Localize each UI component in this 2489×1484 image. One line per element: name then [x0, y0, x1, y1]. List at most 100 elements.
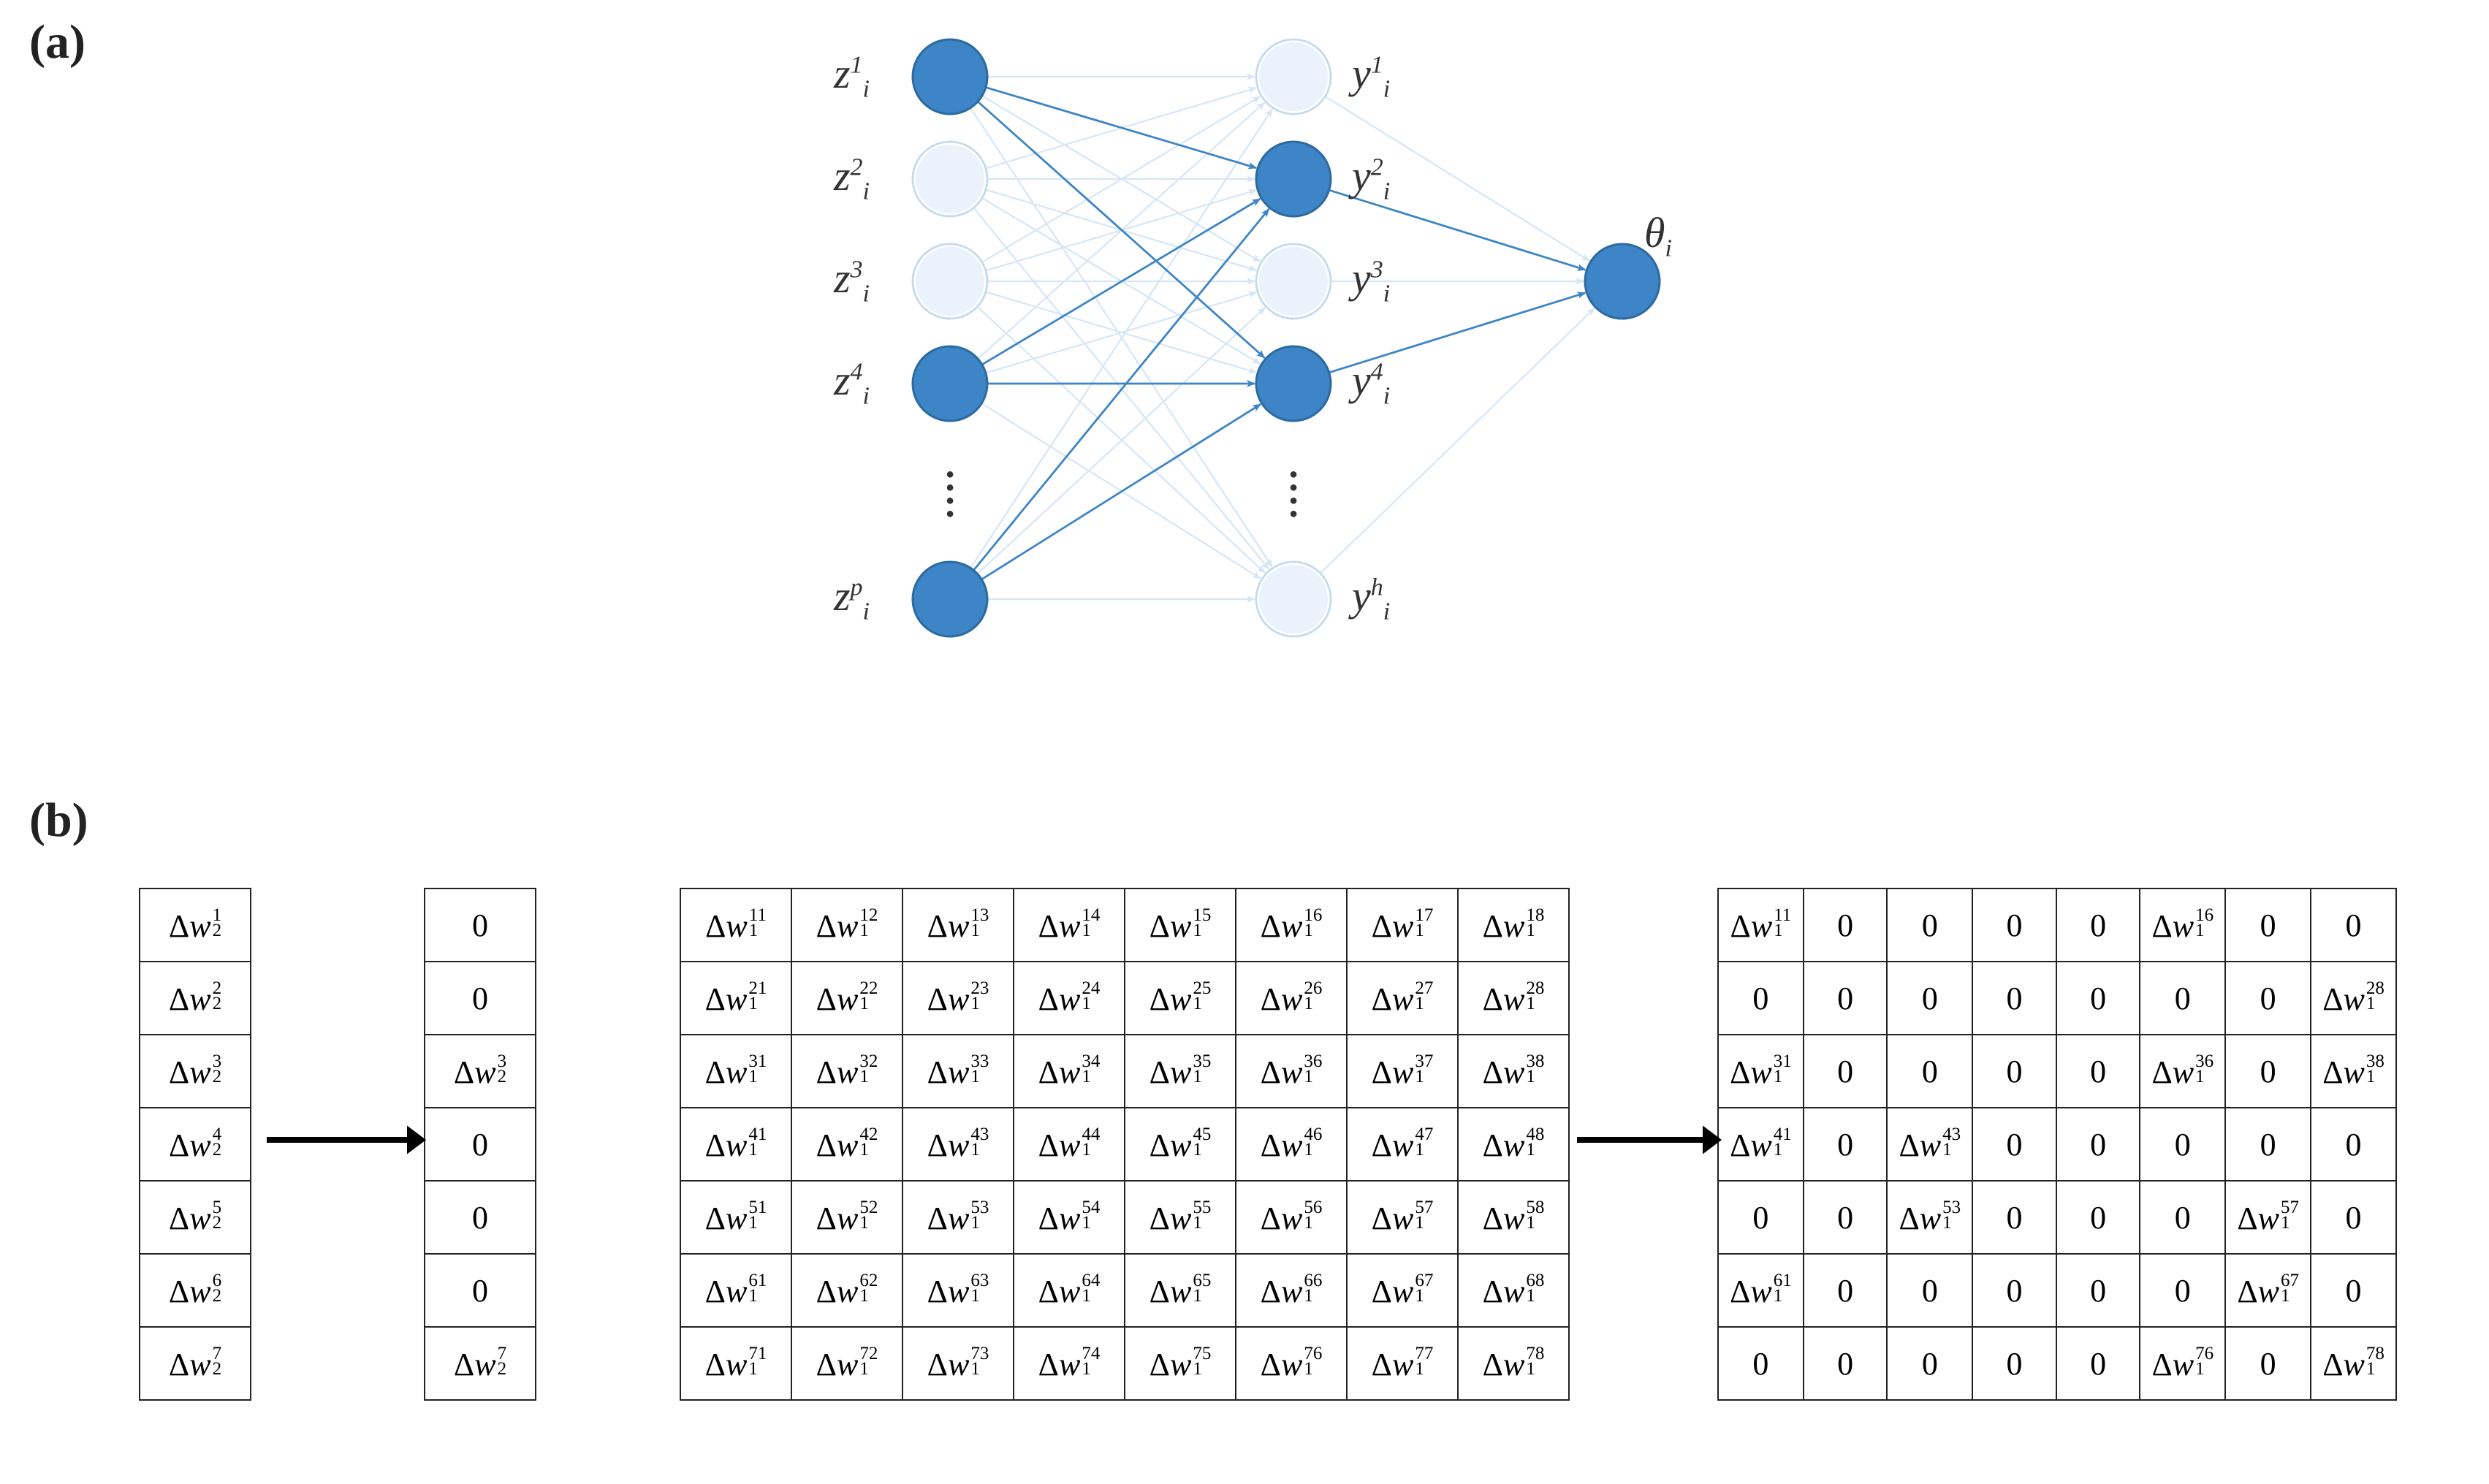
matrix-cell: 0 [425, 1181, 536, 1254]
matrix-cell: Δw581 [1458, 1181, 1569, 1254]
matrix-cell: Δw461 [1236, 1108, 1347, 1181]
matrix-cell: Δw281 [1458, 962, 1569, 1035]
matrix-cell: Δw161 [2140, 889, 2225, 962]
matrix-cell: 0 [1972, 1254, 2056, 1327]
matrix-cell: Δw131 [902, 889, 1014, 962]
matrix-cell: Δw311 [680, 1035, 791, 1108]
matrix-cell: 0 [2311, 1108, 2396, 1181]
matrix-cell: Δw72 [425, 1327, 536, 1400]
matrix-cell: 0 [1804, 889, 1888, 962]
matrix-w1-full: Δw111Δw121Δw131Δw141Δw151Δw161Δw171Δw181… [680, 888, 1570, 1401]
matrix-cell: 0 [1804, 1327, 1888, 1400]
matrix-cell: Δw431 [902, 1108, 1014, 1181]
matrix-cell: 0 [2225, 1035, 2311, 1108]
matrix-cell: 0 [1804, 1181, 1888, 1254]
matrix-cell: Δw271 [1347, 962, 1458, 1035]
node-label: y3i [1352, 254, 1440, 308]
matrix-cell: 0 [1972, 962, 2056, 1035]
matrix-cell: Δw171 [1347, 889, 1458, 962]
matrix-cell: Δw631 [902, 1254, 1014, 1327]
matrix-cell: Δw531 [1887, 1181, 1972, 1254]
panel-b-label: (b) [29, 793, 88, 848]
matrix-cell: Δw671 [2225, 1254, 2311, 1327]
panel-a-label: (a) [29, 15, 86, 70]
matrix-cell: Δw671 [1347, 1254, 1458, 1327]
node-label: z3i [782, 254, 870, 308]
matrix-cell: Δw381 [2311, 1035, 2396, 1108]
matrix-cell: Δw761 [2140, 1327, 2225, 1400]
matrix-cell: Δw231 [902, 962, 1014, 1035]
matrix-cell: Δw181 [1458, 889, 1569, 962]
matrix-cell: 0 [1718, 1327, 1804, 1400]
matrix-cell: Δw571 [2225, 1181, 2311, 1254]
matrix-cell: 0 [425, 962, 536, 1035]
matrix-cell: 0 [1804, 1254, 1888, 1327]
matrix-cell: 0 [2311, 889, 2396, 962]
matrix-cell: Δw511 [680, 1181, 791, 1254]
matrix-cell: Δw111 [1718, 889, 1804, 962]
matrix-cell: Δw611 [1718, 1254, 1804, 1327]
matrix-cell: Δw541 [1014, 1181, 1125, 1254]
matrix-cell: Δw521 [791, 1181, 902, 1254]
matrix-cell: Δw771 [1347, 1327, 1458, 1400]
matrix-cell: Δw141 [1014, 889, 1125, 962]
matrix-cell: 0 [1887, 889, 1972, 962]
matrix-cell: Δw781 [1458, 1327, 1569, 1400]
node-label: yhi [1352, 571, 1440, 626]
node-label: y2i [1352, 151, 1440, 206]
matrix-cell: 0 [2056, 1327, 2140, 1400]
matrix-cell: 0 [1972, 1108, 2056, 1181]
matrix-cell: Δw661 [1236, 1254, 1347, 1327]
matrix-cell: 0 [2311, 1181, 2396, 1254]
matrix-cell: 0 [2225, 889, 2311, 962]
matrix-cell: Δw431 [1887, 1108, 1972, 1181]
matrix-cell: 0 [1718, 962, 1804, 1035]
vdots-icon: ●●●● [928, 468, 972, 520]
matrix-cell: 0 [2056, 1181, 2140, 1254]
matrix-cell: Δw32 [140, 1035, 251, 1108]
matrix-cell: Δw411 [680, 1108, 791, 1181]
matrix-cell: 0 [1887, 962, 1972, 1035]
matrix-cell: Δw731 [902, 1327, 1014, 1400]
matrix-cell: 0 [1718, 1181, 1804, 1254]
matrix-cell: Δw311 [1718, 1035, 1804, 1108]
matrix-cell: Δw641 [1014, 1254, 1125, 1327]
matrix-cell: Δw721 [791, 1327, 902, 1400]
vector-w2-sparse: 00Δw32000Δw72 [424, 888, 536, 1401]
matrix-cell: 0 [425, 889, 536, 962]
matrix-cell: 0 [2056, 962, 2140, 1035]
matrix-cell: Δw751 [1125, 1327, 1236, 1400]
matrix-cell: Δw12 [140, 889, 251, 962]
matrix-cell: Δw151 [1125, 889, 1236, 962]
matrix-cell: Δw361 [1236, 1035, 1347, 1108]
matrix-cell: Δw321 [791, 1035, 902, 1108]
matrix-cell: Δw42 [140, 1108, 251, 1181]
matrix-cell: 0 [1972, 1327, 2056, 1400]
matrix-cell: 0 [2140, 1181, 2225, 1254]
matrix-cell: Δw32 [425, 1035, 536, 1108]
matrix-cell: Δw221 [791, 962, 902, 1035]
matrix-cell: Δw111 [680, 889, 791, 962]
vector-w2-full: Δw12Δw22Δw32Δw42Δw52Δw62Δw72 [139, 888, 251, 1401]
matrix-cell: Δw121 [791, 889, 902, 962]
matrix-cell: 0 [1972, 1181, 2056, 1254]
matrix-cell: 0 [1804, 1108, 1888, 1181]
matrix-cell: Δw241 [1014, 962, 1125, 1035]
arrow-icon [1577, 1118, 1723, 1162]
matrix-cell: 0 [1972, 889, 2056, 962]
matrix-cell: Δw361 [2140, 1035, 2225, 1108]
arrow-icon [267, 1118, 428, 1162]
matrix-cell: Δw281 [2311, 962, 2396, 1035]
matrix-cell: 0 [2140, 1108, 2225, 1181]
matrix-cell: 0 [2140, 1254, 2225, 1327]
matrix-cell: 0 [1887, 1327, 1972, 1400]
matrix-cell: Δw551 [1125, 1181, 1236, 1254]
matrix-cell: Δw761 [1236, 1327, 1347, 1400]
matrix-cell: 0 [2225, 1327, 2311, 1400]
matrix-cell: Δw651 [1125, 1254, 1236, 1327]
matrix-cell: Δw161 [1236, 889, 1347, 962]
matrix-cell: Δw741 [1014, 1327, 1125, 1400]
node-label: y4i [1352, 356, 1440, 411]
matrix-cell: Δw421 [791, 1108, 902, 1181]
matrix-w1-sparse: Δw1110000Δw161000000000Δw281Δw3110000Δw3… [1717, 888, 2397, 1401]
